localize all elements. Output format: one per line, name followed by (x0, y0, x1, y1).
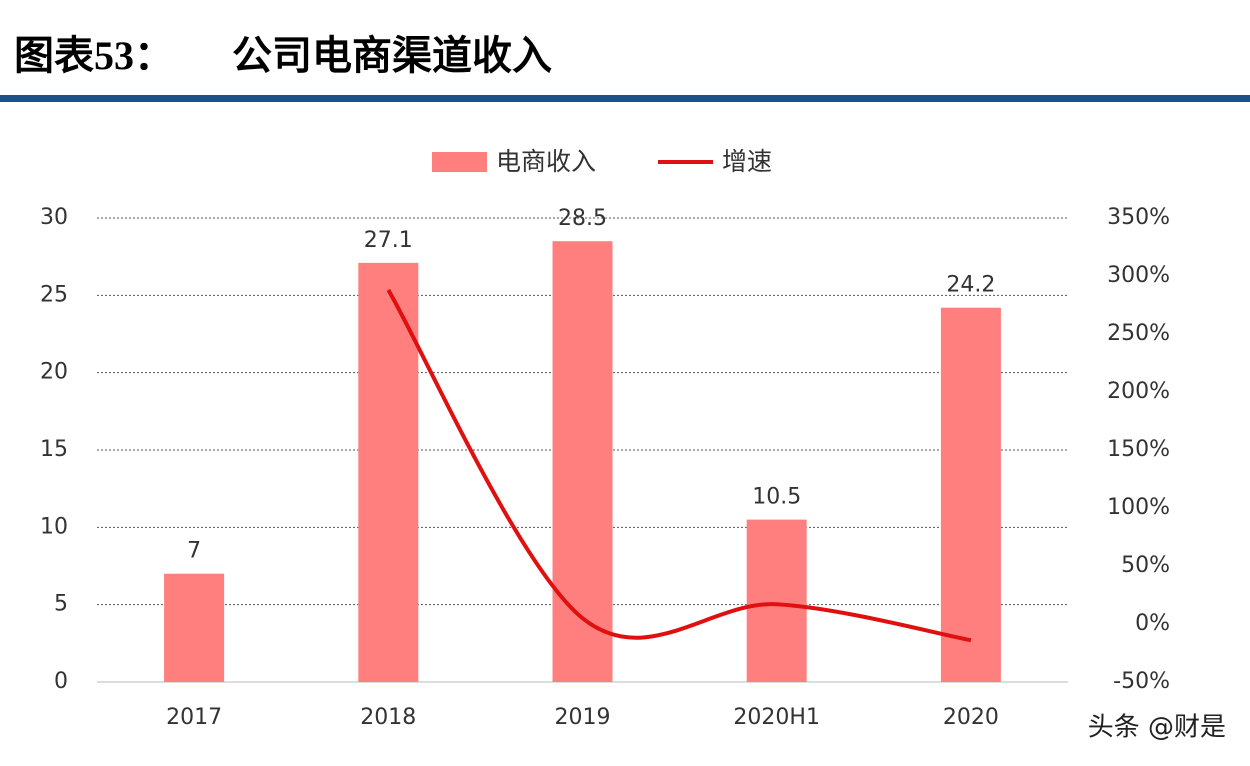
value-label: 27.1 (364, 228, 413, 253)
x-tick-label: 2017 (166, 705, 222, 730)
bar (746, 519, 807, 682)
y2-tick-label: 350% (1107, 205, 1170, 230)
y-tick-label: 25 (40, 282, 68, 307)
x-tick-label: 2020H1 (733, 705, 820, 730)
y-tick-label: 30 (40, 205, 68, 230)
legend-label: 增速 (722, 147, 772, 176)
bar (552, 241, 613, 682)
y2-tick-label: 100% (1107, 495, 1170, 520)
y-tick-label: 15 (40, 437, 68, 462)
value-label: 7 (187, 539, 201, 564)
y2-tick-label: 50% (1121, 553, 1170, 578)
watermark: 头条 @财是 (1088, 713, 1226, 743)
y2-tick-label: 250% (1107, 321, 1170, 346)
value-label: 24.2 (946, 273, 995, 298)
y2-tick-label: 200% (1107, 379, 1170, 404)
header-rule (0, 95, 1250, 102)
chart-title: 公司电商渠道收入 (232, 33, 552, 78)
x-tick-label: 2018 (360, 705, 416, 730)
growth-line (386, 288, 972, 643)
value-label: 10.5 (752, 485, 801, 510)
y-tick-label: 5 (54, 592, 68, 617)
y-tick-label: 0 (54, 669, 68, 694)
y-tick-label: 20 (40, 360, 68, 385)
y2-tick-label: 150% (1107, 437, 1170, 462)
y2-tick-label: 0% (1135, 611, 1170, 636)
x-tick-label: 2020 (943, 705, 999, 730)
y-tick-label: 10 (40, 514, 68, 539)
y2-tick-label: -50% (1113, 669, 1170, 694)
bar (358, 262, 419, 682)
bar (940, 307, 1001, 682)
legend-label: 电商收入 (496, 147, 596, 176)
y2-tick-label: 300% (1107, 263, 1170, 288)
figure-label: 图表53： (14, 33, 174, 78)
legend-swatch (432, 152, 487, 172)
bar (164, 573, 225, 682)
x-tick-label: 2019 (555, 705, 611, 730)
value-label: 28.5 (558, 206, 607, 231)
